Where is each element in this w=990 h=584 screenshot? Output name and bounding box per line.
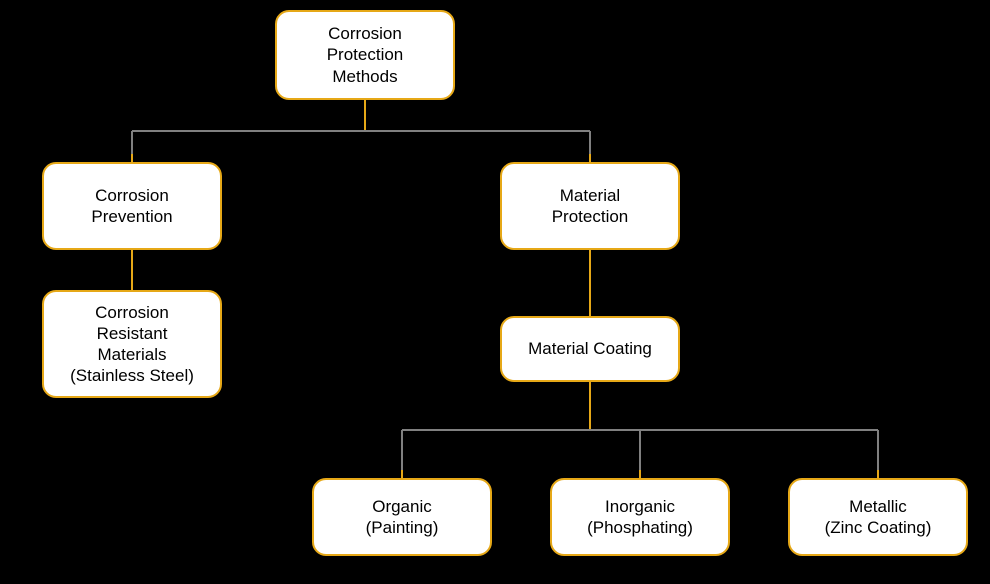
node-resistant: CorrosionResistantMaterials(Stainless St…: [42, 290, 222, 398]
node-coating: Material Coating: [500, 316, 680, 382]
node-metallic: Metallic(Zinc Coating): [788, 478, 968, 556]
node-prevention: CorrosionPrevention: [42, 162, 222, 250]
node-root: CorrosionProtectionMethods: [275, 10, 455, 100]
node-organic: Organic(Painting): [312, 478, 492, 556]
node-inorganic: Inorganic(Phosphating): [550, 478, 730, 556]
node-protection: MaterialProtection: [500, 162, 680, 250]
